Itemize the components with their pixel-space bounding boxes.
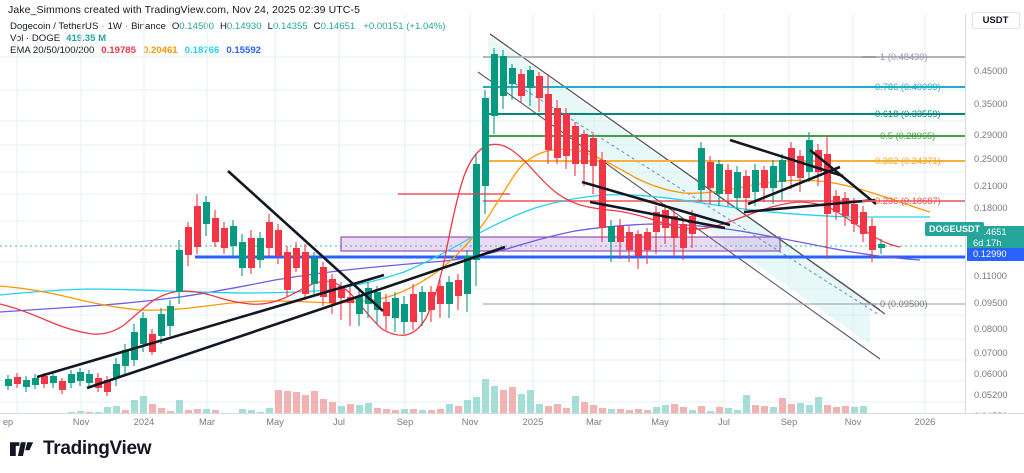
price-tick: 0.09500 [974,298,1008,308]
price-tick: 0.18000 [974,203,1008,213]
bearflag-lower-1 [589,200,726,230]
legend-ema50-value: 0.20461 [142,45,178,57]
time-tick: May [651,417,669,427]
legend-volume-label[interactable]: Vol · DOGE [10,33,61,45]
trend-lines[interactable] [36,138,877,390]
legend-symbol-row: Dogecoin / TetherUS · 1W · Binance O0.14… [10,21,445,33]
time-tick: ep [2,417,14,427]
time-tick: Mar [198,417,216,427]
fib-label-0236[interactable]: 0.236 (0.18687) [875,196,941,206]
price-tick: 0.45000 [974,66,1008,76]
legend-ema200-value: 0.15592 [226,45,262,57]
price-tick: 0.29000 [974,130,1008,140]
time-tick: Jul [333,417,345,427]
legend-ema-label[interactable]: EMA 20/50/100/200 [10,45,95,57]
legend-ema20-value: 0.19785 [101,45,136,57]
blue-line-price-badge[interactable]: 0.12990 [967,248,1024,261]
legend-close: C0.14651 [313,21,356,32]
price-axis[interactable]: USDT 0.45000 0.35000 0.29000 0.25000 0.2… [965,12,1024,421]
tradingview-wordmark: TradingView [43,438,152,459]
price-axis-unit-box [972,12,1020,29]
price-tick: 0.25000 [974,154,1008,164]
right-ascending-support [743,198,876,214]
right-upper-descend [809,148,877,206]
time-tick: May [266,417,284,427]
price-tick: 0.05200 [974,390,1008,400]
tradingview-logo-icon [10,441,34,456]
price-tick: 0.08000 [974,324,1008,334]
time-tick: Nov [72,417,90,427]
price-tick: 0.35000 [974,99,1008,109]
ascending-support-trendline [36,273,385,379]
time-tick: Sep [780,417,798,427]
price-tick: 0.06000 [974,369,1008,379]
legend-open: O0.14500 [171,21,214,32]
grid-lines [0,14,965,413]
chart-plot-area[interactable] [0,14,965,413]
legend-sep-2: · [124,21,129,32]
price-tick: 0.21000 [974,181,1008,191]
legend-ema100-value: 0.18766 [184,45,220,57]
legend-change: +0.00151 (+1.04%) [363,21,446,32]
time-tick: 2024 [133,417,155,427]
time-tick: 2026 [914,417,936,427]
time-tick: Jul [718,417,730,427]
fib-label-0786[interactable]: 0.786 (0.40099) [875,82,941,92]
fib-label-05[interactable]: 0.5 (0.28965) [880,131,936,141]
legend-exchange[interactable]: Binance [131,21,166,32]
legend-symbol[interactable]: Dogecoin / TetherUS [10,21,99,32]
price-axis-unit: USDT [982,15,1009,26]
fib-label-0618[interactable]: 0.618 (0.33559) [875,109,941,119]
time-tick: Nov [461,417,479,427]
fib-label-0[interactable]: 0 (0.09500) [880,299,928,309]
rising-wedge-lower [747,165,841,206]
ascending-support-long [86,245,506,390]
legend-volume-row: Vol · DOGE 419.35 M [10,33,445,45]
price-tick: 0.07000 [974,348,1008,358]
bearflag-upper-1 [581,180,731,227]
fib-label-1[interactable]: 1 (0.48430) [880,52,928,62]
legend-sep-1: · [101,21,105,32]
rising-wedge-upper [729,138,844,178]
time-tick: 2025 [522,417,544,427]
tradingview-footer[interactable]: TradingView [10,438,152,460]
time-tick: Mar [585,417,603,427]
descending-resistance-2024 [227,170,384,312]
volume-histogram [68,379,867,413]
legend-low: L0.14355 [267,21,308,32]
chart-legend: Dogecoin / TetherUS · 1W · Binance O0.14… [10,21,445,58]
legend-high: H0.14930 [219,21,262,32]
time-tick: Nov [844,417,862,427]
time-tick: Sep [396,417,414,427]
legend-ema-row: EMA 20/50/100/200 0.19785 0.20461 0.1876… [10,45,445,57]
time-axis[interactable]: ep Nov 2024 Mar May Jul Sep Nov 2025 Mar… [0,413,1024,434]
purple-supply-zone-box[interactable] [340,236,781,252]
bar-countdown-badge: 6d 17h [967,237,1024,250]
symbol-price-tag[interactable]: DOGEUSDT [925,222,985,236]
attribution-text: Jake_Simmons created with TradingView.co… [8,4,361,16]
fib-label-0382[interactable]: 0.382 (0.24371) [875,156,941,166]
legend-volume-value: 419.35 M [66,33,107,45]
legend-interval[interactable]: 1W [107,21,122,32]
price-tick: 0.11000 [974,271,1007,281]
